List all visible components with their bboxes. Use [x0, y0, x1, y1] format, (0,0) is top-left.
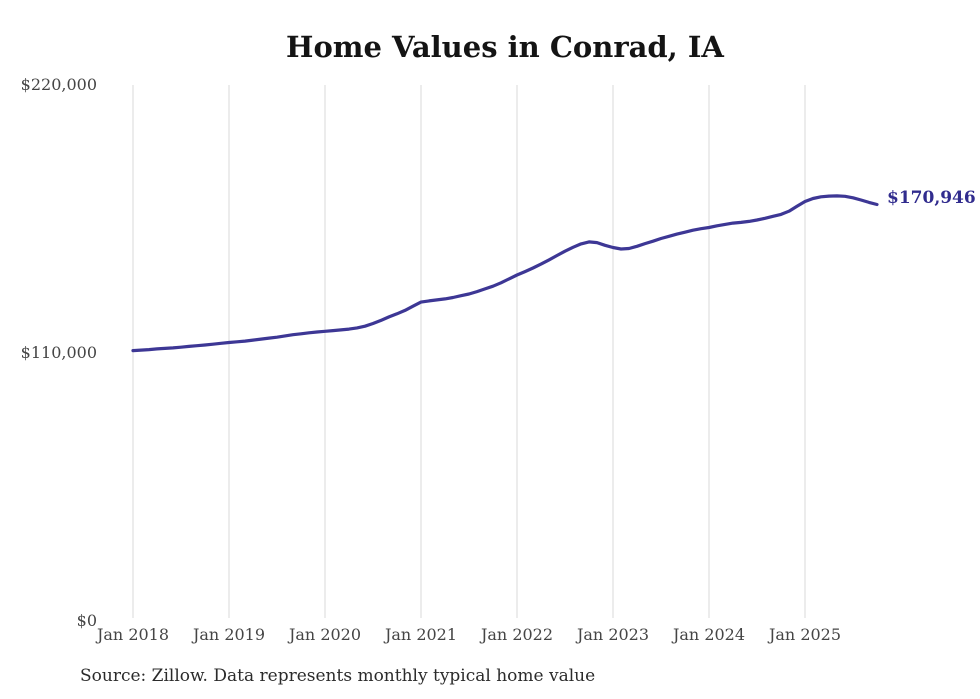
latest-value-label: $170,946	[887, 188, 976, 208]
y-axis-labels: $220,000 $110,000 $0	[21, 75, 97, 630]
y-tick-label: $0	[77, 611, 97, 630]
source-note: Source: Zillow. Data represents monthly …	[80, 666, 596, 686]
chart-title: Home Values in Conrad, IA	[286, 30, 724, 64]
gridlines	[132, 85, 806, 618]
x-tick-label: Jan 2019	[191, 625, 265, 644]
x-tick-label: Jan 2021	[383, 625, 457, 644]
x-tick-label: Jan 2018	[95, 625, 169, 644]
x-tick-label: Jan 2023	[575, 625, 649, 644]
x-axis-labels: Jan 2018 Jan 2019 Jan 2020 Jan 2021 Jan 2022…	[95, 625, 841, 644]
x-tick-label: Jan 2020	[287, 625, 361, 644]
x-tick-label: Jan 2022	[479, 625, 553, 644]
y-tick-label: $110,000	[21, 343, 97, 362]
home-value-line	[131, 194, 879, 353]
x-tick-label: Jan 2025	[767, 625, 841, 644]
y-tick-label: $220,000	[21, 75, 97, 94]
x-tick-label: Jan 2024	[671, 625, 745, 644]
